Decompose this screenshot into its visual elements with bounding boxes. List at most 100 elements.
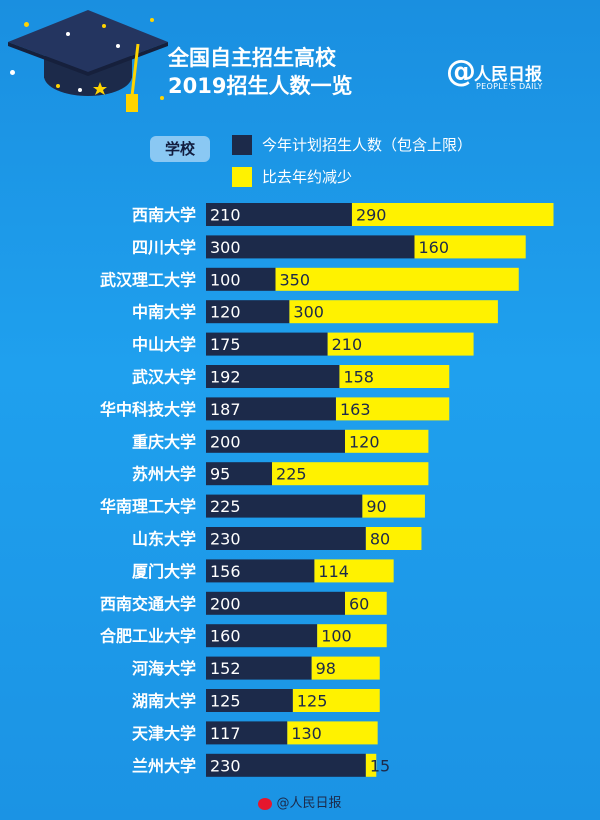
value-label-reduced: 160	[419, 238, 450, 257]
bar-reduced	[314, 559, 394, 583]
bar-planned	[206, 753, 366, 777]
value-label-reduced: 163	[340, 400, 371, 419]
category-label: 四川大学	[132, 238, 196, 257]
value-label-planned: 175	[210, 335, 241, 354]
value-label-planned: 187	[210, 400, 241, 419]
value-label-planned: 120	[210, 303, 241, 322]
value-label-planned: 230	[210, 530, 241, 549]
value-label-reduced: 98	[316, 659, 336, 678]
value-label-planned: 156	[210, 562, 241, 581]
bar-reduced	[311, 656, 380, 680]
bar-planned	[206, 494, 363, 518]
at-logo-icon: @	[446, 54, 476, 89]
value-label-planned: 100	[210, 270, 241, 289]
bar-planned	[206, 721, 288, 745]
category-label: 合肥工业大学	[100, 627, 196, 646]
value-label-planned: 200	[210, 432, 241, 451]
category-label: 湖南大学	[132, 692, 196, 711]
bar-reduced	[335, 397, 450, 421]
graduation-cap-icon	[8, 6, 168, 116]
value-label-reduced: 300	[293, 303, 324, 322]
bar-reduced	[275, 267, 519, 291]
bar-planned	[206, 559, 315, 583]
value-label-reduced: 120	[349, 432, 380, 451]
bar-planned	[206, 656, 312, 680]
category-label: 武汉理工大学	[100, 270, 196, 289]
bar-planned	[206, 591, 345, 615]
enrollment-bar-chart: 西南大学 210 290 四川大学 300 160 武汉理工大学 100 350 中南大学 120 3…	[100, 203, 554, 777]
value-label-reduced: 100	[321, 627, 352, 646]
legend-swatch-planned	[232, 134, 252, 155]
bar-planned	[206, 332, 328, 356]
category-label: 山东大学	[132, 530, 196, 549]
category-label: 中南大学	[132, 303, 196, 322]
category-label: 兰州大学	[132, 756, 196, 775]
weibo-icon	[258, 797, 273, 810]
category-label: 西南交通大学	[100, 594, 196, 613]
footer-text: @人民日报	[276, 796, 342, 811]
bar-planned	[206, 429, 345, 453]
category-label: 重庆大学	[132, 432, 196, 451]
bar-reduced	[414, 235, 526, 259]
bar-planned	[206, 462, 273, 486]
bar-reduced	[327, 332, 474, 356]
value-label-reduced: 60	[349, 594, 369, 613]
bar-planned	[206, 267, 276, 291]
bar-planned	[206, 203, 352, 226]
value-label-reduced: 80	[370, 530, 390, 549]
bar-reduced	[365, 753, 377, 777]
legend-item-planned: 今年计划招生人数（包含上限）	[232, 134, 472, 155]
confetti-dot	[24, 22, 29, 27]
value-label-reduced: 15	[370, 756, 390, 775]
bar-planned	[206, 300, 290, 324]
value-label-reduced: 225	[276, 465, 307, 484]
bar-reduced	[272, 462, 429, 486]
category-label: 河海大学	[132, 659, 196, 678]
category-label: 西南大学	[132, 206, 196, 225]
value-label-reduced: 290	[356, 206, 387, 225]
logo-english: PEOPLE'S DAILY	[476, 82, 543, 91]
bar-reduced	[289, 300, 498, 324]
value-label-planned: 152	[210, 659, 241, 678]
bar-reduced	[362, 494, 425, 518]
value-label-reduced: 125	[297, 692, 328, 711]
legend-item-reduced: 比去年约减少	[232, 166, 352, 187]
confetti-dot	[160, 96, 164, 100]
value-label-planned: 117	[210, 724, 241, 743]
category-label: 华南理工大学	[100, 497, 196, 516]
school-column-tag: 学校	[150, 136, 210, 162]
value-label-reduced: 130	[291, 724, 322, 743]
bar-reduced	[292, 689, 380, 712]
legend-swatch-reduced	[232, 166, 252, 187]
value-label-planned: 300	[210, 238, 241, 257]
confetti-dot	[10, 70, 15, 75]
value-label-planned: 160	[210, 627, 241, 646]
value-label-planned: 225	[210, 497, 241, 516]
value-label-planned: 192	[210, 368, 241, 387]
bar-reduced	[287, 721, 378, 745]
value-label-reduced: 350	[280, 270, 311, 289]
category-label: 中山大学	[132, 335, 196, 354]
bar-planned	[206, 365, 340, 388]
category-label: 厦门大学	[132, 562, 196, 581]
title-line-2: 2019招生人数一览	[168, 74, 353, 98]
title-line-1: 全国自主招生高校	[168, 46, 336, 70]
footer-watermark: @人民日报	[0, 792, 600, 811]
bar-planned	[206, 689, 293, 712]
value-label-planned: 95	[210, 465, 230, 484]
legend-label-reduced: 比去年约减少	[262, 168, 353, 186]
bar-planned	[206, 235, 415, 259]
category-label: 华中科技大学	[100, 400, 196, 419]
bar-reduced	[339, 365, 450, 388]
value-label-reduced: 158	[343, 368, 374, 387]
bar-reduced	[365, 527, 422, 550]
value-label-planned: 230	[210, 756, 241, 775]
bar-planned	[206, 624, 318, 648]
value-label-planned: 200	[210, 594, 241, 613]
bar-reduced	[345, 429, 429, 453]
bar-planned	[206, 527, 366, 550]
value-label-planned: 210	[210, 206, 241, 225]
bar-reduced	[351, 203, 554, 226]
bar-reduced	[345, 591, 387, 615]
legend-label-planned: 今年计划招生人数（包含上限）	[262, 136, 473, 154]
